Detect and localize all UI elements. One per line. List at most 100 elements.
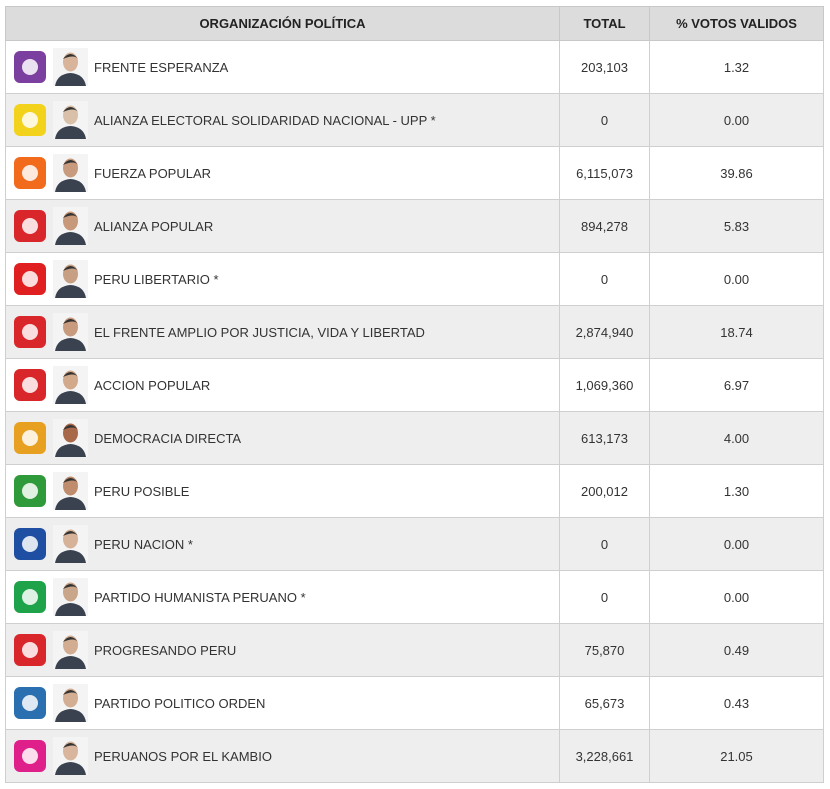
- logo-emblem: [22, 748, 38, 764]
- party-info: FRENTE ESPERANZA: [6, 41, 559, 93]
- party-info: PROGRESANDO PERU: [6, 624, 559, 676]
- party-cell: PERU LIBERTARIO *: [5, 252, 560, 306]
- candidate-photo: [53, 525, 88, 563]
- valid-vote-percent: 4.00: [649, 411, 824, 465]
- party-logo: [14, 210, 46, 242]
- party-row: PERU POSIBLE 200,012 1.30: [5, 464, 824, 518]
- total-votes: 0: [559, 93, 650, 147]
- photo-body: [55, 126, 86, 139]
- candidate-photo: [53, 472, 88, 510]
- party-logo: [14, 316, 46, 348]
- valid-vote-percent: 0.00: [649, 93, 824, 147]
- party-cell: ALIANZA ELECTORAL SOLIDARIDAD NACIONAL -…: [5, 93, 560, 147]
- logo-emblem: [22, 59, 38, 75]
- party-row: PARTIDO HUMANISTA PERUANO * 0 0.00: [5, 570, 824, 624]
- photo-body: [55, 179, 86, 192]
- results-table-wrap: ORGANIZACIÓN POLÍTICA TOTAL % VOTOS VALI…: [5, 6, 824, 783]
- header-cell: ORGANIZACIÓN POLÍTICA: [5, 6, 560, 41]
- candidate-photo: [53, 260, 88, 298]
- party-name: EL FRENTE AMPLIO POR JUSTICIA, VIDA Y LI…: [94, 324, 425, 340]
- party-logo: [14, 687, 46, 719]
- total-votes: 75,870: [559, 623, 650, 677]
- party-name: PERUANOS POR EL KAMBIO: [94, 748, 272, 764]
- valid-vote-percent: 6.97: [649, 358, 824, 412]
- party-cell: PARTIDO HUMANISTA PERUANO *: [5, 570, 560, 624]
- logo-emblem: [22, 324, 38, 340]
- total-votes: 0: [559, 252, 650, 306]
- party-name: PERU NACION *: [94, 536, 193, 552]
- party-info: PERUANOS POR EL KAMBIO: [6, 730, 559, 782]
- party-name: FRENTE ESPERANZA: [94, 59, 229, 75]
- photo-hair: [63, 213, 78, 218]
- party-row: PROGRESANDO PERU 75,870 0.49: [5, 623, 824, 677]
- logo-emblem: [22, 218, 38, 234]
- valid-vote-percent: 0.49: [649, 623, 824, 677]
- party-row: FRENTE ESPERANZA 203,103 1.32: [5, 40, 824, 94]
- logo-emblem: [22, 536, 38, 552]
- logo-emblem: [22, 377, 38, 393]
- logo-emblem: [22, 165, 38, 181]
- candidate-photo: [53, 737, 88, 775]
- party-info: PERU POSIBLE: [6, 465, 559, 517]
- header-cell: TOTAL: [559, 6, 650, 41]
- photo-hair: [63, 372, 78, 377]
- photo-body: [55, 603, 86, 616]
- valid-vote-percent: 0.43: [649, 676, 824, 730]
- party-cell: PERUANOS POR EL KAMBIO: [5, 729, 560, 783]
- party-logo: [14, 581, 46, 613]
- candidate-photo: [53, 578, 88, 616]
- party-row: ALIANZA ELECTORAL SOLIDARIDAD NACIONAL -…: [5, 93, 824, 147]
- valid-vote-percent: 1.32: [649, 40, 824, 94]
- party-cell: PARTIDO POLITICO ORDEN: [5, 676, 560, 730]
- photo-body: [55, 762, 86, 775]
- party-row: ALIANZA POPULAR 894,278 5.83: [5, 199, 824, 253]
- logo-emblem: [22, 430, 38, 446]
- photo-hair: [63, 160, 78, 165]
- logo-emblem: [22, 271, 38, 287]
- party-cell: ALIANZA POPULAR: [5, 199, 560, 253]
- party-logo: [14, 263, 46, 295]
- party-info: ALIANZA ELECTORAL SOLIDARIDAD NACIONAL -…: [6, 94, 559, 146]
- candidate-photo: [53, 419, 88, 457]
- photo-hair: [63, 54, 78, 59]
- valid-vote-percent: 0.00: [649, 252, 824, 306]
- photo-body: [55, 73, 86, 86]
- party-name: PERU POSIBLE: [94, 483, 190, 499]
- valid-vote-percent: 1.30: [649, 464, 824, 518]
- logo-emblem: [22, 589, 38, 605]
- total-votes: 0: [559, 517, 650, 571]
- photo-hair: [63, 743, 78, 748]
- total-votes: 1,069,360: [559, 358, 650, 412]
- party-row: PERU LIBERTARIO * 0 0.00: [5, 252, 824, 306]
- party-info: PARTIDO HUMANISTA PERUANO *: [6, 571, 559, 623]
- photo-body: [55, 497, 86, 510]
- results-table: ORGANIZACIÓN POLÍTICA TOTAL % VOTOS VALI…: [5, 6, 824, 783]
- logo-emblem: [22, 112, 38, 128]
- party-logo: [14, 422, 46, 454]
- photo-body: [55, 232, 86, 245]
- party-row: ACCION POPULAR 1,069,360 6.97: [5, 358, 824, 412]
- party-logo: [14, 157, 46, 189]
- party-row: DEMOCRACIA DIRECTA 613,173 4.00: [5, 411, 824, 465]
- total-votes: 203,103: [559, 40, 650, 94]
- valid-vote-percent: 18.74: [649, 305, 824, 359]
- logo-emblem: [22, 642, 38, 658]
- total-votes: 3,228,661: [559, 729, 650, 783]
- party-name: ALIANZA POPULAR: [94, 218, 214, 234]
- header-cell: % VOTOS VALIDOS: [649, 6, 824, 41]
- party-info: DEMOCRACIA DIRECTA: [6, 412, 559, 464]
- party-logo: [14, 475, 46, 507]
- party-name: PERU LIBERTARIO *: [94, 271, 219, 287]
- party-row: PERU NACION * 0 0.00: [5, 517, 824, 571]
- party-info: PARTIDO POLITICO ORDEN: [6, 677, 559, 729]
- party-logo: [14, 528, 46, 560]
- party-logo: [14, 104, 46, 136]
- candidate-photo: [53, 366, 88, 404]
- photo-body: [55, 285, 86, 298]
- valid-vote-percent: 39.86: [649, 146, 824, 200]
- total-votes: 894,278: [559, 199, 650, 253]
- total-votes: 65,673: [559, 676, 650, 730]
- party-cell: EL FRENTE AMPLIO POR JUSTICIA, VIDA Y LI…: [5, 305, 560, 359]
- party-cell: PROGRESANDO PERU: [5, 623, 560, 677]
- party-cell: FRENTE ESPERANZA: [5, 40, 560, 94]
